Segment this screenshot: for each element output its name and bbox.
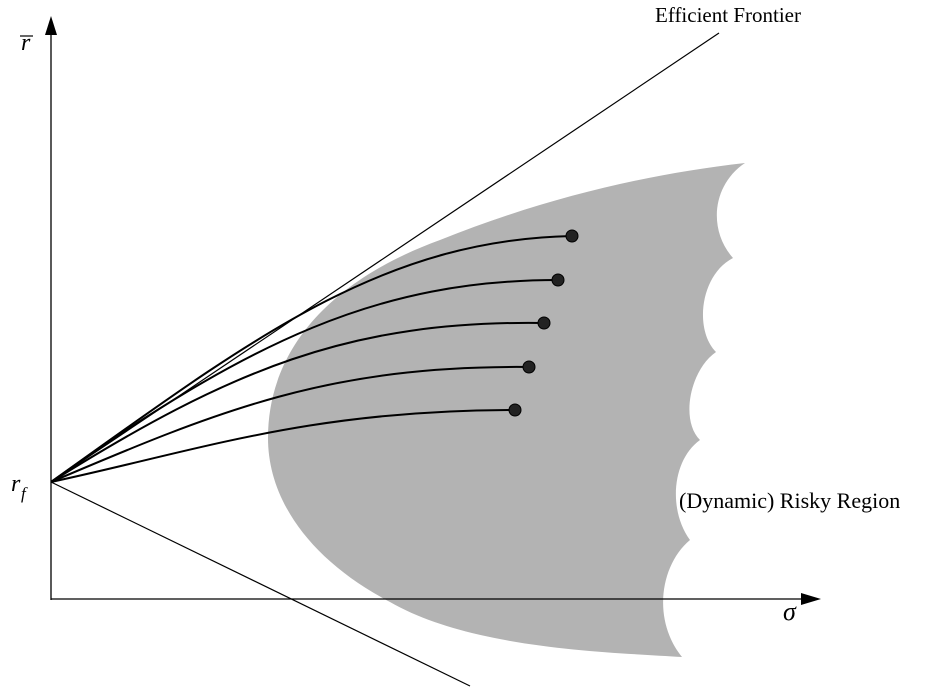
trajectory-curve [50,321,545,483]
x-axis-label: σ [783,597,797,626]
trajectory-endpoint [537,316,551,330]
risk-free-label-subscript: f [21,484,28,503]
y-axis-label-text: r [21,30,31,56]
trajectory-curve [50,409,516,483]
x-axis-arrowhead [801,593,821,605]
trajectory-curve [50,279,559,483]
trajectory-endpoint [551,273,565,287]
trajectory-endpoint [508,403,522,417]
trajectories [50,235,573,483]
trajectory-endpoint [565,229,579,243]
axes [45,16,821,605]
efficient-frontier-label: Efficient Frontier [655,3,801,27]
y-axis-arrowhead [45,16,57,35]
y-axis-label: r [20,30,33,56]
risk-free-label: r f [11,471,28,503]
trajectory-endpoint [522,360,536,374]
trajectory-endpoints [508,229,579,417]
risk-free-label-main: r [11,471,21,497]
trajectory-curve [50,365,530,483]
lower-boundary-line [50,481,471,687]
trajectory-curve [50,235,573,483]
risky-region-label: (Dynamic) Risky Region [679,488,900,513]
